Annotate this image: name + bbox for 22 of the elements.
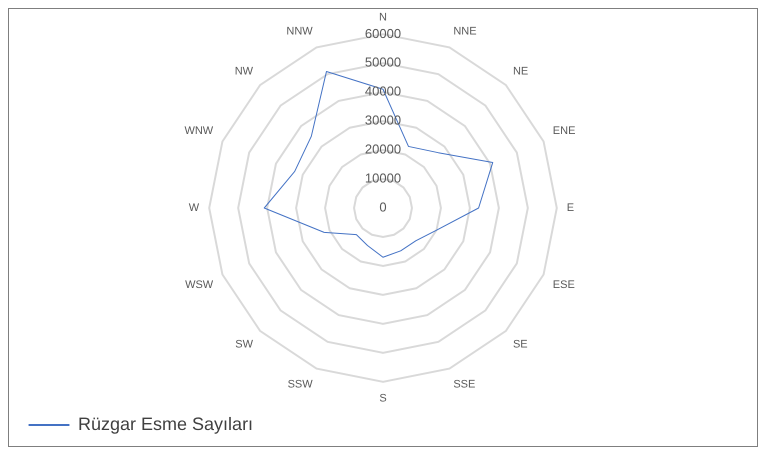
spoke-label: ENE [552, 125, 576, 138]
spoke-label: NW [234, 65, 254, 78]
spoke-label: NNE [453, 26, 477, 38]
spoke-label: ESE [552, 278, 575, 291]
y-tick-label: 60000 [364, 26, 402, 41]
y-tick-label: 0 [379, 200, 387, 215]
legend-label: Rüzgar Esme Sayıları [78, 414, 254, 434]
spoke-label: SSE [453, 378, 476, 390]
spoke-label: S [379, 392, 387, 404]
y-tick-label: 10000 [364, 170, 402, 186]
spoke-label: WSW [185, 278, 214, 291]
spoke-label: NNW [286, 26, 314, 38]
spoke-label: SE [512, 338, 528, 351]
y-tick-label: 50000 [364, 54, 402, 70]
spoke-label: N [379, 12, 388, 24]
spoke-label: NE [512, 65, 528, 78]
spoke-label: SSW [288, 378, 314, 390]
spoke-label: E [566, 202, 574, 214]
spoke-label: WNW [184, 125, 214, 138]
spoke-label: W [188, 202, 200, 214]
spoke-label: SW [235, 338, 254, 351]
y-tick-label: 20000 [364, 142, 402, 157]
